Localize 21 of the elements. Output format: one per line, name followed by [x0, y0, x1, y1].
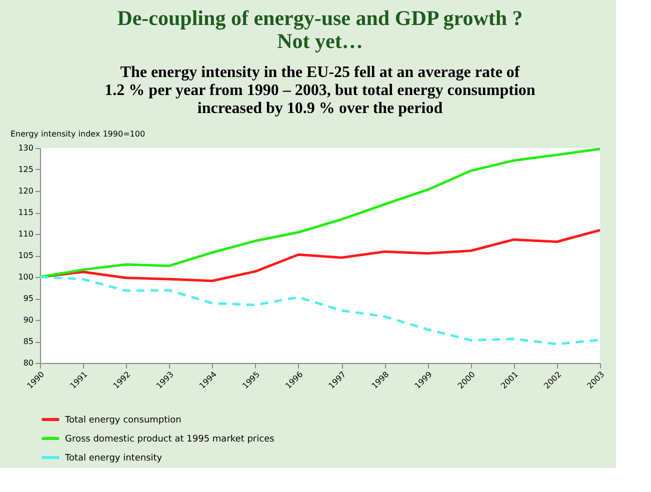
y-axis-title: Energy intensity index 1990=100 [10, 130, 146, 138]
y-tick-label: 100 [18, 272, 34, 282]
legend-label: Total energy intensity [64, 454, 163, 464]
y-tick-label: 80 [23, 358, 34, 368]
y-tick-label: 130 [18, 144, 34, 152]
text: 1.2 % per year from 1990 – 2003, but total energy consumption [104, 82, 536, 99]
y-tick-label: 110 [18, 230, 34, 238]
legend-label: Gross domestic product at 1995 market prices [65, 434, 275, 444]
y-tick-label: 90 [23, 316, 34, 324]
y-tick-label: 95 [23, 294, 34, 303]
text: De-coupling of energy-use and GDP growth ? [117, 6, 523, 30]
y-tick-label: 125 [18, 165, 34, 174]
text: Not yet… [277, 29, 363, 53]
line-series [38, 148, 602, 278]
text: The energy intensity in the EU-25 fell at an average rate of [120, 64, 520, 81]
y-tick-label: 115 [18, 208, 34, 217]
y-tick-label: 105 [18, 251, 34, 260]
y-tick-label: 120 [18, 186, 34, 196]
text: increased by 10.9 % over the period [197, 100, 443, 117]
y-tick-label: 85 [23, 337, 34, 346]
legend-label: Total energy consumption [64, 416, 182, 426]
